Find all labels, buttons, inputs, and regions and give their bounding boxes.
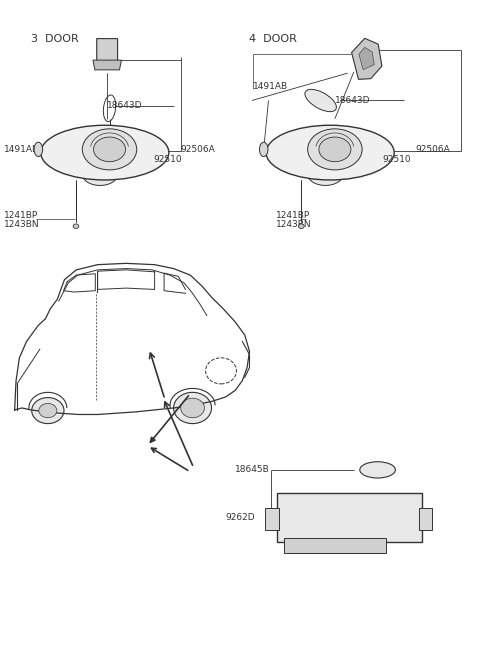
FancyBboxPatch shape — [276, 493, 422, 542]
Ellipse shape — [308, 129, 362, 170]
Text: 92510: 92510 — [154, 154, 182, 164]
Ellipse shape — [73, 224, 79, 229]
Ellipse shape — [319, 137, 351, 162]
Text: 1491AB: 1491AB — [4, 145, 39, 154]
Ellipse shape — [308, 164, 343, 185]
Ellipse shape — [83, 164, 118, 185]
Ellipse shape — [32, 397, 64, 424]
Ellipse shape — [360, 462, 396, 478]
FancyBboxPatch shape — [265, 508, 279, 530]
Text: 4  DOOR: 4 DOOR — [250, 34, 298, 43]
Ellipse shape — [34, 142, 43, 156]
Ellipse shape — [94, 137, 126, 162]
Ellipse shape — [260, 142, 268, 156]
Ellipse shape — [305, 89, 336, 112]
Text: 18645B: 18645B — [235, 465, 270, 474]
Ellipse shape — [266, 125, 394, 180]
Ellipse shape — [174, 392, 212, 424]
Text: 18643D: 18643D — [335, 96, 371, 105]
Text: 1491AB: 1491AB — [253, 81, 288, 91]
Text: 18643D: 18643D — [107, 101, 143, 110]
FancyBboxPatch shape — [420, 508, 432, 530]
Text: 9262D: 9262D — [226, 513, 255, 522]
Polygon shape — [351, 38, 382, 79]
Ellipse shape — [82, 129, 137, 170]
Text: 92510: 92510 — [383, 154, 411, 164]
Ellipse shape — [41, 125, 169, 180]
Polygon shape — [96, 39, 118, 64]
Text: 3  DOOR: 3 DOOR — [31, 34, 79, 43]
Ellipse shape — [39, 403, 57, 418]
Text: 1241BP: 1241BP — [4, 212, 38, 220]
Polygon shape — [359, 47, 374, 70]
Text: E: E — [292, 514, 297, 520]
Ellipse shape — [299, 224, 304, 229]
Polygon shape — [93, 60, 121, 70]
Text: 1243BN: 1243BN — [4, 220, 40, 229]
Text: 1241BP: 1241BP — [276, 212, 310, 220]
Ellipse shape — [180, 398, 204, 418]
Text: 92506A: 92506A — [180, 145, 216, 154]
FancyBboxPatch shape — [284, 537, 385, 553]
Text: 92506A: 92506A — [416, 145, 450, 154]
Text: 1243BN: 1243BN — [276, 220, 311, 229]
